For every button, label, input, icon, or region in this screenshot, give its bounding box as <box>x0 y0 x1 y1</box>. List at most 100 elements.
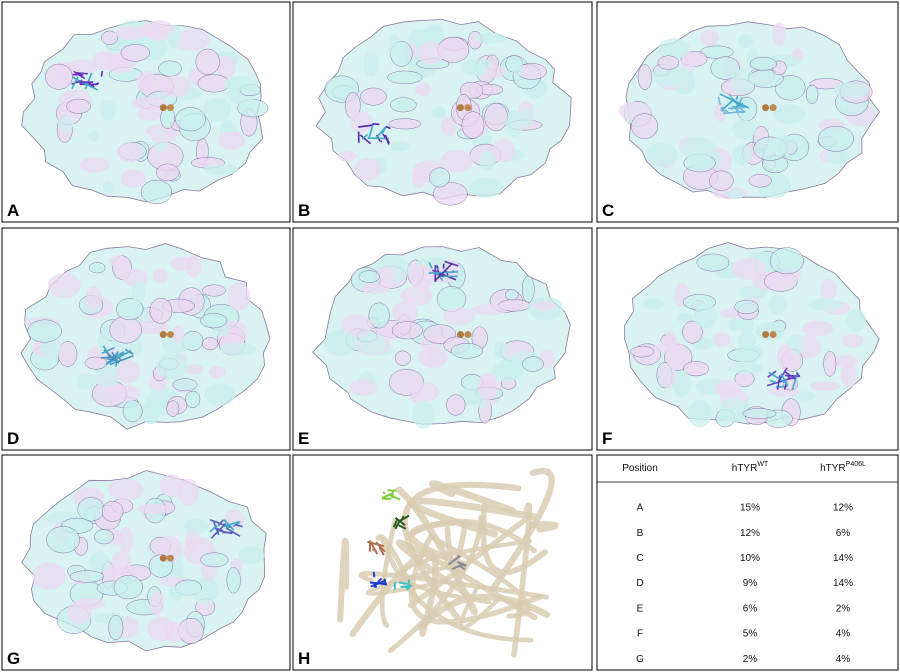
panel-label: F <box>602 429 612 448</box>
surface-patch <box>737 34 754 49</box>
surface-patch <box>88 262 106 274</box>
surface-patch <box>748 174 772 188</box>
surface-patch <box>116 298 144 321</box>
ligand-stick <box>209 524 218 533</box>
surface-patch <box>349 111 374 133</box>
panel: B <box>292 1 593 223</box>
panel-border <box>596 227 899 451</box>
surface-patch <box>221 321 249 345</box>
surface-patch <box>733 344 763 364</box>
ligand-stick <box>100 70 104 77</box>
ligand-stick <box>776 375 781 390</box>
surface-patch <box>733 144 752 167</box>
surface-patch <box>388 34 401 58</box>
surface-patch <box>484 64 505 79</box>
ligand-stick <box>392 519 398 528</box>
surface-patch <box>727 362 764 374</box>
ligand-stick <box>722 110 746 115</box>
surface-patch <box>442 307 475 326</box>
table-cell: B <box>637 528 644 539</box>
panel-label: D <box>7 429 19 448</box>
surface-patch <box>84 356 108 370</box>
surface-patch <box>491 362 520 382</box>
surface-patch <box>459 81 484 99</box>
panel-label: H <box>298 649 310 668</box>
surface-patch <box>102 180 115 194</box>
surface-patch <box>411 167 426 188</box>
ligand-stick <box>769 379 777 384</box>
surface-patch <box>805 84 819 104</box>
surface-patch <box>120 44 150 62</box>
panel-border <box>596 1 899 223</box>
surface-patch <box>363 50 380 77</box>
ligand-stick <box>378 546 385 556</box>
surface-patch <box>159 474 184 498</box>
surface-patch <box>94 529 114 545</box>
surface-patch <box>687 400 712 428</box>
surface-patch <box>215 55 236 79</box>
copper-site <box>762 104 770 112</box>
surface-patch <box>185 526 201 555</box>
surface-patch <box>737 331 757 350</box>
surface-patch <box>388 118 422 130</box>
surface-patch <box>471 303 508 316</box>
surface-patch <box>776 343 794 371</box>
ligand-stick <box>447 555 460 566</box>
surface-patch <box>27 319 62 343</box>
surface-patch <box>728 318 743 332</box>
surface-patch <box>696 253 730 272</box>
surface-patch <box>202 337 219 351</box>
header-text: hTYR <box>820 463 846 474</box>
surface-patch <box>116 142 144 163</box>
surface-patch <box>106 384 141 402</box>
ligand-stick <box>780 373 789 386</box>
panel: G <box>1 454 291 671</box>
surface-patch <box>131 96 168 111</box>
ligand-stick <box>89 82 100 88</box>
surface-patch <box>167 31 181 47</box>
surface-patch <box>731 257 766 280</box>
surface-patch <box>473 32 507 44</box>
surface-patch <box>217 131 246 150</box>
table-cell: G <box>636 654 644 665</box>
panel: F <box>596 227 899 451</box>
surface-patch <box>712 332 731 348</box>
panel-border <box>1 454 291 671</box>
surface-patch <box>417 41 445 65</box>
ligand-stick <box>109 355 134 366</box>
surface-patch <box>727 188 745 200</box>
surface-patch <box>770 135 799 154</box>
surface-patch <box>113 575 143 600</box>
protein-ribbon <box>529 521 559 533</box>
surface-patch <box>417 347 449 368</box>
copper-site <box>159 104 167 112</box>
ligand-stick <box>398 581 410 586</box>
table-cell: 4% <box>836 629 851 640</box>
surface-patch <box>823 350 837 377</box>
ligand-stick <box>367 137 389 140</box>
table-cell: E <box>637 603 644 614</box>
surface-patch <box>138 22 168 38</box>
surface-patch <box>736 96 758 121</box>
surface-patch <box>493 341 508 359</box>
surface-patch <box>67 601 93 624</box>
surface-patch <box>108 255 128 267</box>
surface-patch <box>107 479 144 501</box>
surface-patch <box>461 111 485 139</box>
copper-site <box>166 554 174 562</box>
surface-patch <box>57 115 74 132</box>
surface-patch <box>208 366 227 379</box>
surface-patch <box>185 390 201 408</box>
surface-patch <box>505 110 523 138</box>
ligand-stick <box>783 383 788 390</box>
ligand-stick <box>720 106 725 110</box>
surface-patch <box>200 313 228 329</box>
surface-patch <box>411 382 440 402</box>
surface-patch <box>237 546 265 565</box>
surface-patch <box>66 98 91 114</box>
surface-patch <box>203 164 239 176</box>
surface-patch <box>450 343 484 359</box>
copper-site <box>769 331 777 339</box>
surface-patch <box>185 255 202 278</box>
surface-patch <box>204 382 236 406</box>
